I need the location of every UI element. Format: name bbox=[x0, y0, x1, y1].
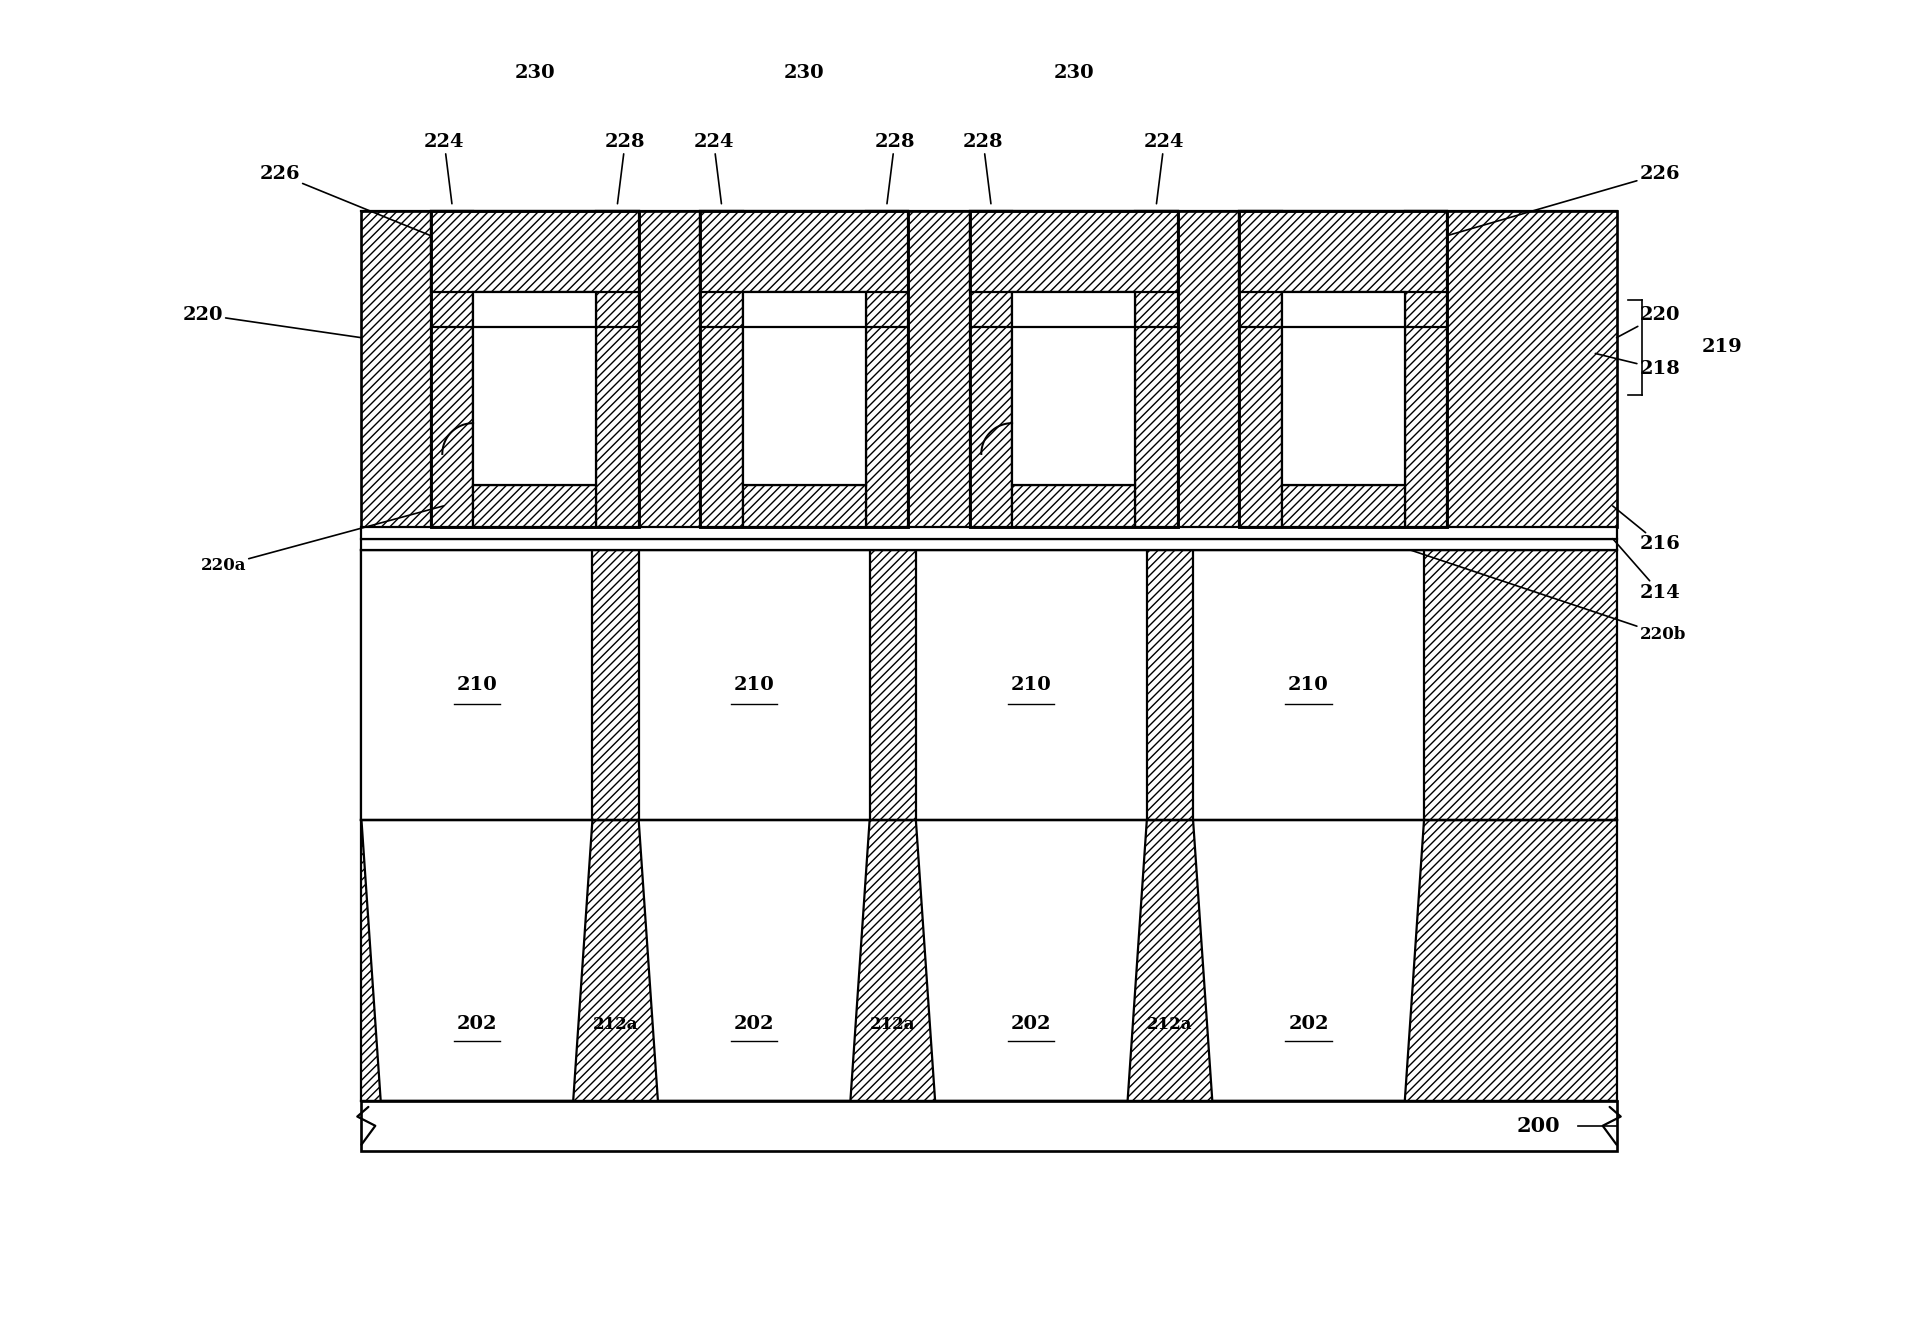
Bar bbox=[1238, 211, 1281, 528]
Bar bbox=[596, 211, 638, 528]
Bar bbox=[430, 211, 473, 528]
Bar bbox=[1238, 211, 1447, 293]
Bar bbox=[970, 211, 1013, 528]
Text: 226: 226 bbox=[1447, 165, 1680, 236]
Polygon shape bbox=[638, 819, 870, 1101]
Bar bbox=[700, 211, 909, 528]
Text: 210: 210 bbox=[733, 675, 775, 694]
Text: 214: 214 bbox=[1613, 538, 1680, 601]
Text: 202: 202 bbox=[457, 1016, 498, 1033]
Text: 219: 219 bbox=[1701, 338, 1742, 356]
Bar bbox=[700, 211, 909, 528]
Text: 224: 224 bbox=[693, 133, 733, 203]
Bar bbox=[361, 211, 1617, 528]
Text: 228: 228 bbox=[963, 133, 1003, 203]
Bar bbox=[361, 1101, 1617, 1150]
Text: 226: 226 bbox=[258, 165, 430, 236]
Text: 228: 228 bbox=[874, 133, 914, 203]
Bar bbox=[1281, 485, 1404, 528]
Bar bbox=[1238, 211, 1447, 528]
Text: 218: 218 bbox=[1595, 353, 1680, 379]
Text: 220: 220 bbox=[1617, 306, 1680, 338]
Bar bbox=[638, 550, 870, 819]
Bar bbox=[361, 550, 1617, 819]
Text: 200: 200 bbox=[1516, 1116, 1561, 1136]
Text: 224: 224 bbox=[424, 133, 465, 203]
Bar bbox=[361, 819, 1617, 1101]
Text: 212a: 212a bbox=[870, 1016, 916, 1033]
Bar bbox=[1404, 211, 1447, 528]
Bar bbox=[866, 211, 909, 528]
Bar bbox=[361, 538, 1617, 550]
Text: 202: 202 bbox=[1011, 1016, 1051, 1033]
Polygon shape bbox=[1192, 819, 1424, 1101]
Bar bbox=[473, 293, 596, 485]
Bar bbox=[970, 211, 1177, 528]
Bar bbox=[430, 211, 638, 293]
Text: 230: 230 bbox=[515, 63, 556, 82]
Text: 212a: 212a bbox=[592, 1016, 638, 1033]
Polygon shape bbox=[361, 819, 592, 1101]
Bar bbox=[1136, 211, 1177, 528]
Text: 202: 202 bbox=[733, 1016, 774, 1033]
Bar bbox=[473, 485, 596, 528]
Bar bbox=[970, 211, 1177, 293]
Text: 228: 228 bbox=[606, 133, 646, 203]
Bar bbox=[700, 211, 743, 528]
Bar bbox=[1281, 293, 1404, 485]
Text: 210: 210 bbox=[1289, 675, 1329, 694]
Bar bbox=[1238, 211, 1447, 528]
Polygon shape bbox=[916, 819, 1148, 1101]
Text: 212a: 212a bbox=[1148, 1016, 1192, 1033]
Bar bbox=[1192, 550, 1424, 819]
Bar bbox=[430, 211, 638, 528]
Bar bbox=[916, 550, 1148, 819]
Bar bbox=[743, 485, 866, 528]
Text: 230: 230 bbox=[783, 63, 824, 82]
Text: 210: 210 bbox=[1011, 675, 1051, 694]
Text: 230: 230 bbox=[1053, 63, 1094, 82]
Bar bbox=[1013, 293, 1136, 485]
Bar bbox=[700, 211, 909, 293]
Bar bbox=[361, 528, 1617, 538]
Text: 224: 224 bbox=[1144, 133, 1184, 203]
Bar bbox=[743, 293, 866, 485]
Bar bbox=[430, 211, 638, 528]
Text: 220: 220 bbox=[183, 306, 361, 338]
Bar bbox=[1013, 485, 1136, 528]
Bar bbox=[361, 550, 592, 819]
Bar bbox=[970, 211, 1177, 528]
Text: 210: 210 bbox=[457, 675, 498, 694]
Text: 220a: 220a bbox=[201, 506, 444, 574]
Text: 202: 202 bbox=[1289, 1016, 1329, 1033]
Text: 216: 216 bbox=[1613, 506, 1680, 554]
Text: 220b: 220b bbox=[1410, 550, 1686, 644]
